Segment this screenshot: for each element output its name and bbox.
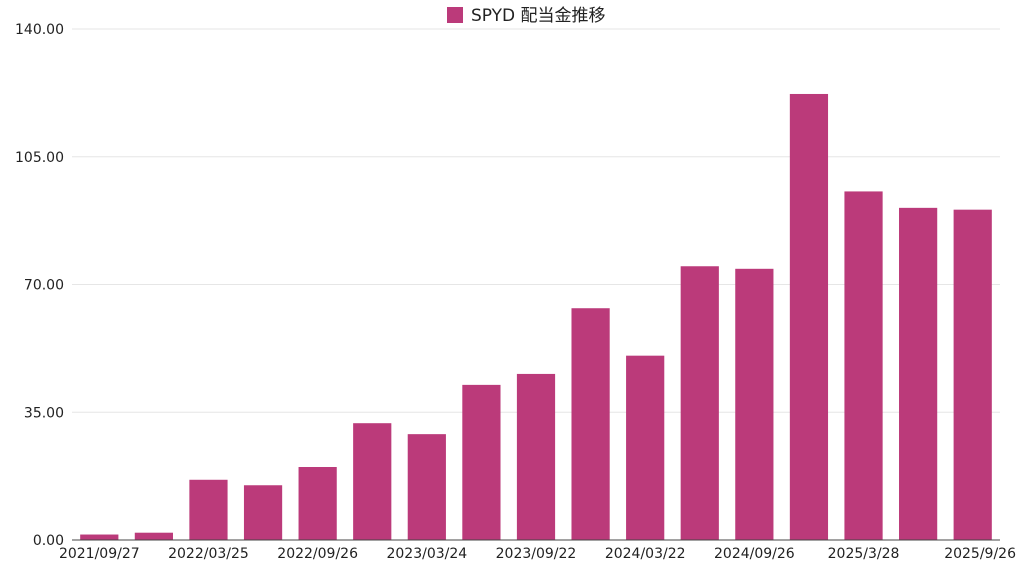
x-tick-labels: 2021/09/27 2022/03/25 2022/09/26 2023/03/24…: [59, 546, 1016, 562]
y-tick-label: 0.00: [33, 533, 64, 549]
x-tick-label: 2024/09/26: [714, 546, 795, 562]
bar: [789, 93, 829, 540]
bar: [243, 485, 283, 540]
x-tick-label: 2025/9/26: [944, 546, 1016, 562]
y-tick-label: 105.00: [15, 150, 64, 166]
bar: [462, 384, 501, 540]
bar: [80, 534, 119, 540]
bar: [899, 207, 938, 540]
y-tick-label: 70.00: [24, 278, 64, 294]
bar: [735, 268, 774, 540]
legend-swatch: [447, 7, 463, 23]
bar: [953, 209, 992, 541]
x-tick-label: 2024/03/22: [605, 546, 686, 562]
x-tick-label: 2025/3/28: [828, 546, 900, 562]
x-tick-label: 2022/03/25: [168, 546, 249, 562]
bar: [134, 532, 173, 540]
y-tick-labels: 0.00 35.00 70.00 105.00 140.00: [15, 22, 64, 549]
bars: [80, 93, 992, 541]
x-tick-label: 2021/09/27: [59, 546, 140, 562]
legend: SPYD 配当金推移: [447, 6, 606, 26]
bar: [353, 423, 392, 540]
bar: [626, 355, 665, 540]
x-tick-label: 2023/03/24: [386, 546, 467, 562]
y-tick-label: 140.00: [15, 22, 64, 38]
x-tick-label: 2023/09/22: [496, 546, 577, 562]
x-tick-label: 2022/09/26: [277, 546, 358, 562]
bar: [844, 191, 883, 541]
bar: [189, 479, 228, 540]
bar: [298, 467, 337, 540]
bar: [571, 308, 610, 540]
y-tick-label: 35.00: [24, 405, 64, 421]
bar: [680, 266, 719, 540]
bar: [407, 434, 446, 540]
legend-label: SPYD 配当金推移: [471, 6, 606, 26]
bar: [516, 373, 556, 540]
